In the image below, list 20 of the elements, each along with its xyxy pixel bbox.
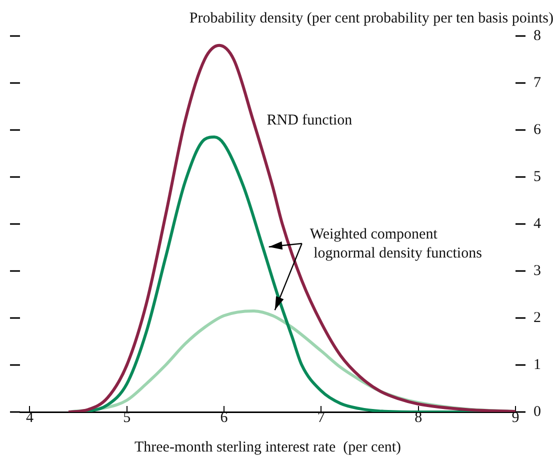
line-series (67, 44, 516, 412)
x-axis-title: Three-month sterling interest rate (per cent) (134, 439, 402, 456)
x-tick-label: 6 (220, 410, 228, 426)
annotation: Weighted component lognormal density functions (310, 226, 482, 262)
y-tick-label: 1 (534, 356, 541, 373)
y-tick-label: 2 (534, 310, 541, 326)
y-tick-label: 8 (534, 28, 541, 44)
y-tick-label: 0 (534, 404, 541, 420)
x-tick-label: 4 (26, 410, 34, 426)
x-tick-label: 7 (317, 410, 326, 426)
y-tick-label: 7 (534, 74, 542, 91)
y-tick-label: 3 (534, 262, 541, 279)
x-tick-label: 8 (414, 410, 422, 426)
y-tick-label: 4 (534, 216, 542, 232)
annotation: RND function (266, 112, 353, 129)
x-tick-label: 9 (512, 410, 520, 426)
x-tick-label: 5 (123, 410, 131, 426)
y-tick-label: 6 (534, 122, 542, 138)
y-axis-title: Probability density (per cent probability per ten basis points) (189, 10, 553, 26)
y-tick-label: 5 (534, 168, 541, 185)
